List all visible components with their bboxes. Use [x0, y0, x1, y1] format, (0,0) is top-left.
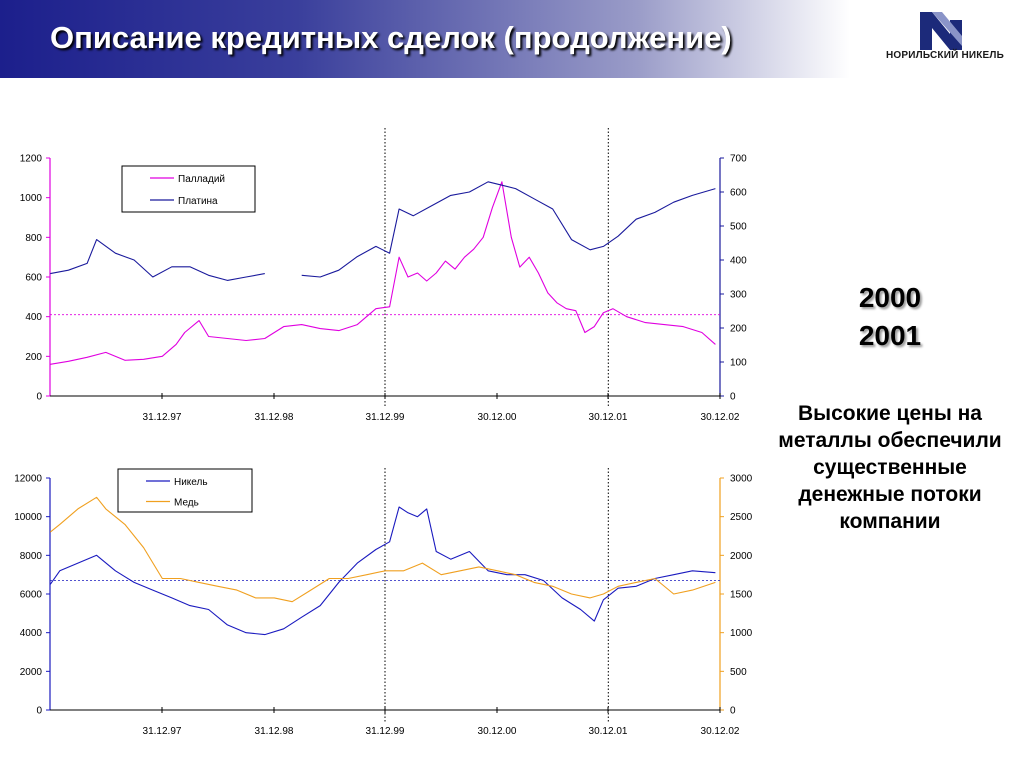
title-bar	[0, 0, 850, 78]
right-axis-tick-label: 100	[730, 358, 747, 369]
left-axis-tick-label: 0	[36, 706, 42, 717]
right-axis-tick-label: 700	[730, 154, 747, 165]
left-axis-tick-label: 4000	[20, 628, 43, 639]
left-axis-tick-label: 200	[25, 352, 42, 363]
series-line-second	[50, 181, 716, 281]
right-axis-tick-label: 500	[730, 222, 747, 233]
right-axis-tick-label: 1000	[730, 628, 753, 639]
series-line-first	[50, 181, 716, 365]
legend-label: Платина	[178, 196, 218, 207]
left-axis-tick-label: 12000	[14, 474, 42, 485]
right-axis-tick-label: 200	[730, 324, 747, 335]
right-axis-tick-label: 2500	[730, 512, 753, 523]
company-logo	[920, 12, 962, 50]
x-axis-tick-label: 31.12.98	[255, 412, 294, 423]
x-axis-tick-label: 31.12.99	[366, 412, 405, 423]
x-axis-tick-label: 30.12.00	[478, 412, 517, 423]
side-note: Высокие цены на металлы обеспечили сущес…	[778, 402, 1002, 533]
legend-box	[121, 165, 256, 213]
right-axis-tick-label: 1500	[730, 590, 753, 601]
left-axis-tick-label: 400	[25, 312, 42, 323]
legend-box	[117, 468, 253, 513]
right-axis-tick-label: 3000	[730, 474, 753, 485]
left-axis-tick-label: 2000	[20, 667, 43, 678]
charts-area: 0200400600800100012000100200300400500600…	[14, 128, 753, 737]
logo-text: НОРИЛЬСКИЙ НИКЕЛЬ	[885, 50, 1005, 61]
year-2001-label: 2001	[858, 320, 922, 351]
right-axis-tick-label: 0	[730, 392, 736, 403]
left-axis-tick-label: 8000	[20, 551, 43, 562]
right-axis-tick-label: 2000	[730, 551, 753, 562]
logo-accent-shape	[932, 12, 962, 46]
left-axis-tick-label: 0	[36, 392, 42, 403]
x-axis-tick-label: 30.12.02	[701, 412, 740, 423]
year-2000-label: 2000	[858, 282, 922, 313]
chart-pgm-prices: 0 200 400 600 800 1000 1200 0 100 200 300 400 500 600…	[20, 128, 747, 423]
logo-left-shape	[920, 12, 962, 50]
right-axis-tick-label: 300	[730, 290, 747, 301]
x-axis-tick-label: 30.12.01	[589, 726, 628, 737]
slide-title: Описание кредитных сделок (продолжение)	[50, 20, 732, 55]
series-line-second	[49, 496, 716, 603]
chart-base-metals-prices: 0 2000 4000 6000 8000 10000 12000 0 500 1000 1500 2…	[14, 468, 753, 737]
left-axis-tick-label: 600	[25, 273, 42, 284]
left-axis-tick-label: 1000	[20, 193, 43, 204]
x-axis-tick-label: 31.12.98	[255, 726, 294, 737]
legend-label: Никель	[174, 477, 208, 488]
x-axis-tick-label: 31.12.97	[143, 412, 182, 423]
left-axis-tick-label: 6000	[20, 590, 43, 601]
left-axis-tick-label: 10000	[14, 512, 42, 523]
legend-label: Медь	[174, 498, 199, 509]
x-axis-tick-label: 30.12.00	[478, 726, 517, 737]
x-axis-tick-label: 31.12.99	[366, 726, 405, 737]
right-axis-tick-label: 600	[730, 188, 747, 199]
left-axis-tick-label: 800	[25, 233, 42, 244]
right-axis-tick-label: 0	[730, 706, 736, 717]
left-axis-tick-label: 1200	[20, 154, 43, 165]
x-axis-tick-label: 30.12.01	[589, 412, 628, 423]
right-axis-tick-label: 500	[730, 667, 747, 678]
legend-label: Палладий	[178, 174, 225, 185]
x-axis-tick-label: 31.12.97	[143, 726, 182, 737]
series-line-first	[49, 506, 716, 636]
right-axis-tick-label: 400	[730, 256, 747, 267]
x-axis-tick-label: 30.12.02	[701, 726, 740, 737]
